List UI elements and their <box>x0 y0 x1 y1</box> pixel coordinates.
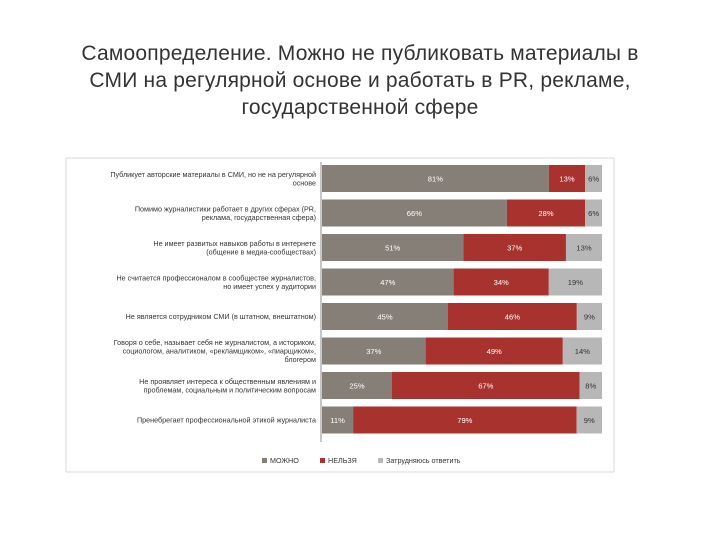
category-label-1: Публикует авторские материалы в СМИ, но … <box>110 170 316 188</box>
bar-segment-1-row-4 <box>322 268 454 296</box>
value-label-2-row-5: 46% <box>505 312 520 321</box>
bar-segment-3-row-7 <box>579 372 602 399</box>
legend: МОЖНО НЕЛЬЗЯ Затрудняюсь ответить <box>262 456 461 465</box>
bar-segment-3-row-1 <box>585 165 602 192</box>
value-label-3-row-6: 14% <box>575 347 590 356</box>
bar-segment-1-row-3 <box>322 234 464 261</box>
title-line-1: Самоопределение. Можно не публиковать ма… <box>81 42 639 65</box>
bar-segment-2-row-4 <box>453 268 549 296</box>
bar-segment-1-row-2 <box>322 199 507 227</box>
value-label-1-row-2: 66% <box>407 209 422 218</box>
category-label-4: Не считается профессионалом в сообществе… <box>116 273 316 291</box>
legend-swatch-1 <box>262 458 267 463</box>
bar-segment-3-row-5 <box>576 303 602 330</box>
legend-label-1: МОЖНО <box>270 456 299 465</box>
bar-segment-3-row-6 <box>562 337 602 365</box>
value-label-3-row-5: 9% <box>584 312 595 321</box>
category-label-7: Не проявляет интереса к общественным явл… <box>139 377 316 395</box>
bar-segment-2-row-3 <box>463 234 566 261</box>
value-label-1-row-6: 37% <box>366 347 381 356</box>
bar-segment-1-row-7 <box>322 372 392 399</box>
value-label-3-row-4: 19% <box>568 278 583 287</box>
title-line-2: СМИ на регулярной основе и работать в PR… <box>89 69 631 92</box>
bar-segment-2-row-6 <box>425 337 563 365</box>
value-label-1-row-7: 25% <box>349 381 364 390</box>
value-label-1-row-3: 51% <box>385 243 400 252</box>
category-label-2: Помимо журналистики работает в других сф… <box>135 204 316 222</box>
value-label-3-row-8: 9% <box>584 416 595 425</box>
bars-group: 81% 13% 6% 66% 28% 6% 51% 37% 13% 47% 34% 19% 45% 46%… <box>322 165 602 434</box>
chart-frame <box>65 157 615 473</box>
bar-segment-2-row-1 <box>548 165 586 192</box>
value-label-1-row-1: 81% <box>428 174 443 183</box>
category-label-5: Не является сотрудником СМИ (в штатном, … <box>126 312 316 321</box>
value-label-3-row-1: 6% <box>588 174 599 183</box>
value-label-2-row-6: 49% <box>487 347 502 356</box>
value-label-1-row-4: 47% <box>380 278 395 287</box>
value-label-3-row-7: 8% <box>585 381 596 390</box>
value-label-2-row-8: 79% <box>457 416 472 425</box>
value-label-1-row-5: 45% <box>377 312 392 321</box>
value-label-3-row-2: 6% <box>588 209 599 218</box>
bar-segment-1-row-6 <box>322 337 426 365</box>
bar-segment-3-row-3 <box>565 234 602 261</box>
bar-segment-3-row-4 <box>548 268 602 296</box>
bar-segment-1-row-5 <box>322 303 448 330</box>
bar-segment-3-row-8 <box>576 406 602 434</box>
bar-segment-1-row-8 <box>322 406 354 434</box>
bar-segment-2-row-7 <box>392 372 580 399</box>
title-line-3: государственной сфере <box>241 96 479 119</box>
category-label-6: Говоря о себе, называет себя не журналис… <box>114 338 316 364</box>
category-labels-group: Публикует авторские материалы в СМИ, но … <box>110 170 316 425</box>
legend-label-3: Затрудняюсь ответить <box>386 456 461 465</box>
value-label-2-row-4: 34% <box>494 278 509 287</box>
bar-segment-3-row-2 <box>585 199 602 227</box>
category-label-3: Не имеет развитых навыков работы в интер… <box>153 239 316 257</box>
value-label-2-row-2: 28% <box>538 209 553 218</box>
legend-swatch-3 <box>378 458 383 463</box>
bar-segment-2-row-5 <box>448 303 577 330</box>
value-label-2-row-1: 13% <box>559 174 574 183</box>
category-label-8: Пренебрегает профессиональной этикой жур… <box>137 416 316 425</box>
legend-swatch-2 <box>320 458 325 463</box>
bar-segment-2-row-8 <box>353 406 577 434</box>
value-label-2-row-7: 67% <box>478 381 493 390</box>
value-label-3-row-3: 13% <box>576 243 591 252</box>
bar-segment-2-row-2 <box>506 199 586 227</box>
bar-segment-1-row-1 <box>322 165 549 192</box>
slide-title: Самоопределение. Можно не публиковать ма… <box>40 40 680 121</box>
value-label-2-row-3: 37% <box>507 243 522 252</box>
value-label-1-row-8: 11% <box>330 416 345 425</box>
legend-label-2: НЕЛЬЗЯ <box>328 456 357 465</box>
